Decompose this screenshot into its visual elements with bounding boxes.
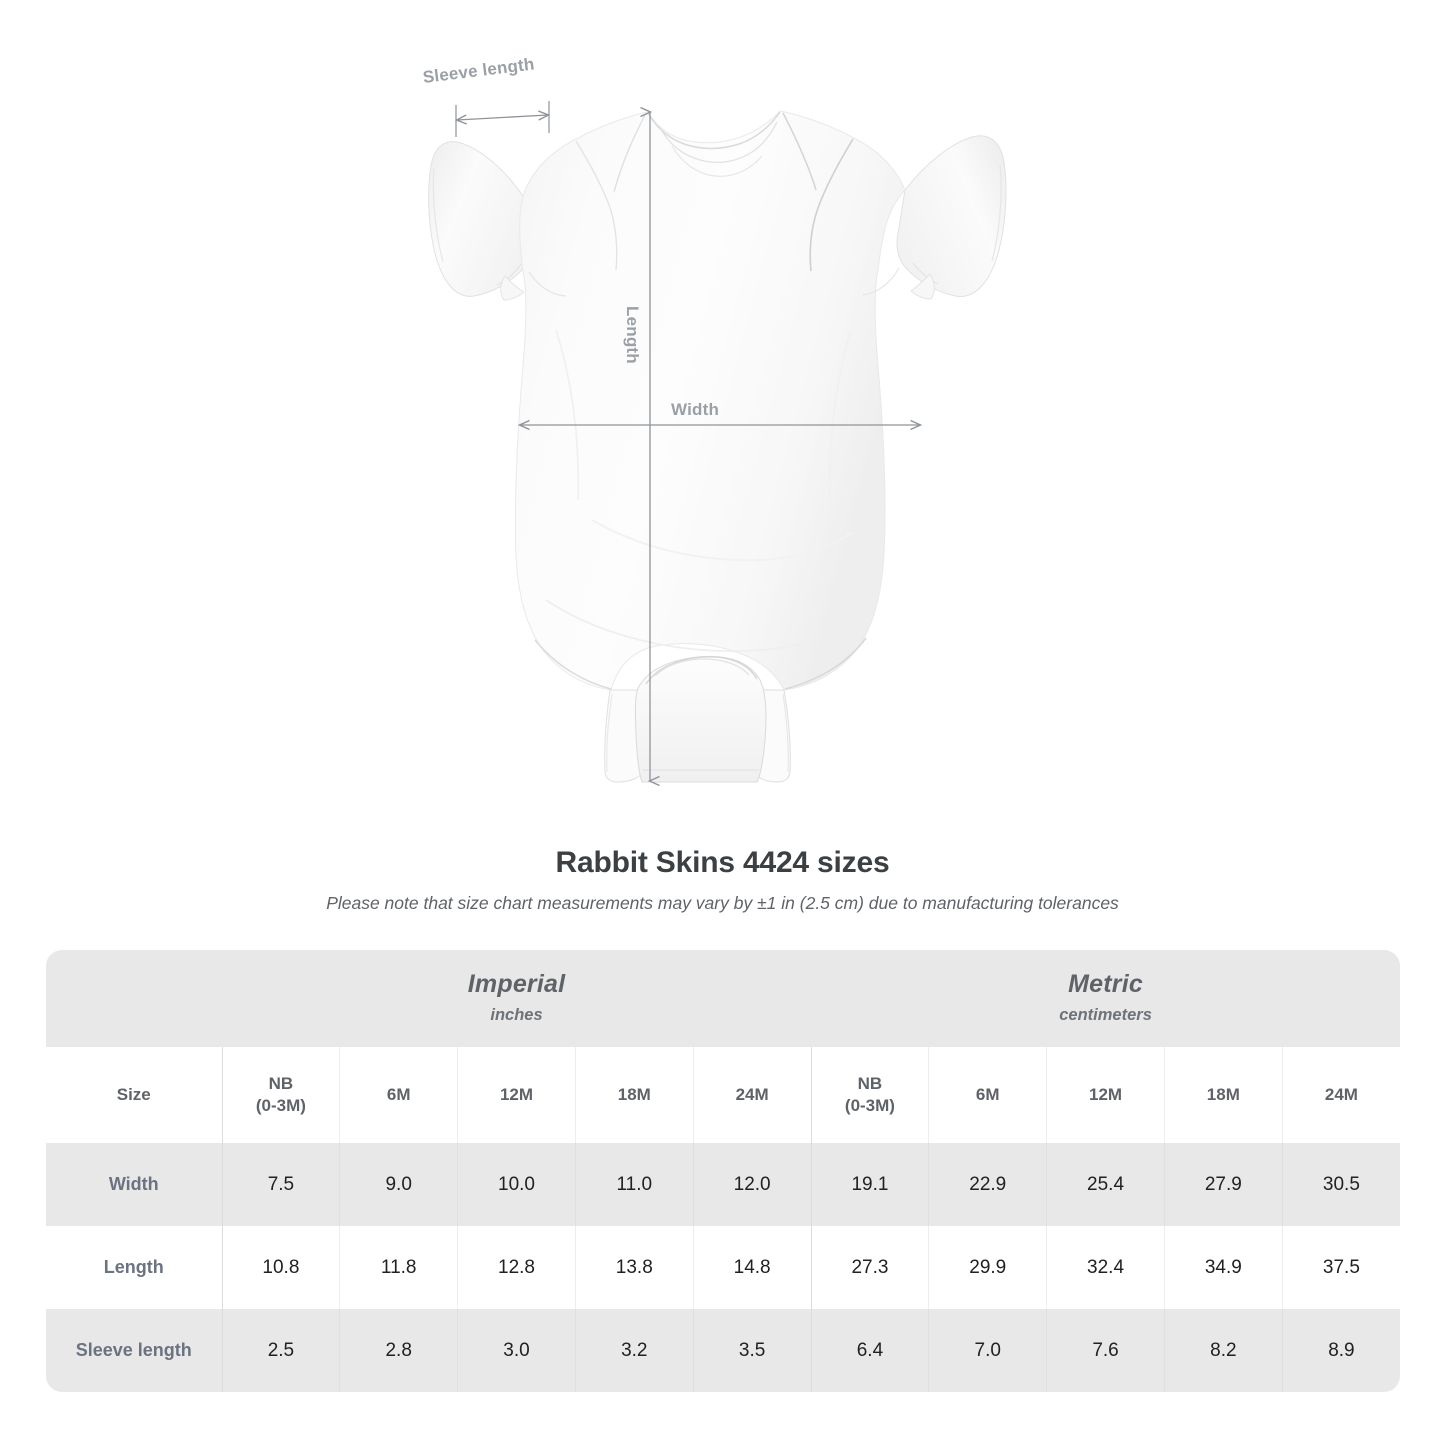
page-title: Rabbit Skins 4424 sizes: [555, 846, 890, 879]
cell-sleeve-3: 3.2: [574, 1309, 694, 1392]
cell-sleeve-5: 6.4: [810, 1309, 929, 1392]
size-chart-table: Imperial inches Metric centimeters Size …: [46, 950, 1400, 1392]
cell-length-0: 10.8: [221, 1226, 340, 1309]
size-header-label: Size: [46, 1047, 222, 1143]
cell-length-8: 34.9: [1163, 1226, 1283, 1309]
cell-sleeve-2: 3.0: [457, 1309, 576, 1392]
size-header-col-2: 12M: [457, 1047, 576, 1143]
cell-width-1: 9.0: [339, 1143, 458, 1226]
size-header-col-9: 24M: [1281, 1047, 1400, 1143]
size-header-col-7-line1: 12M: [1089, 1085, 1123, 1104]
bodysuit-body: [514, 110, 906, 783]
size-header-col-1: 6M: [339, 1047, 458, 1143]
cell-length-3: 13.8: [574, 1226, 694, 1309]
cell-width-9: 30.5: [1281, 1143, 1400, 1226]
cell-sleeve-9: 8.9: [1281, 1309, 1400, 1392]
size-header-col-8-line1: 18M: [1206, 1085, 1240, 1104]
unit-group-spacer: [46, 950, 222, 1047]
table-row: Width 7.5 9.0 10.0 11.0 12.0 19.1 22.9 2…: [46, 1143, 1400, 1226]
unit-group-imperial-name: Imperial: [467, 970, 566, 998]
size-header-col-6: 6M: [928, 1047, 1047, 1143]
table-row: Length 10.8 11.8 12.8 13.8 14.8 27.3 29.…: [46, 1226, 1400, 1309]
size-header-col-8: 18M: [1163, 1047, 1283, 1143]
row-label-width: Width: [46, 1143, 222, 1226]
unit-group-imperial: Imperial inches: [222, 950, 812, 1047]
garment-illustration: Sleeve length Length Width: [422, 54, 1007, 830]
cell-length-1: 11.8: [339, 1226, 458, 1309]
cell-width-7: 25.4: [1046, 1143, 1165, 1226]
size-header-col-3-line1: 18M: [617, 1085, 651, 1104]
cell-length-6: 29.9: [928, 1226, 1047, 1309]
cell-length-7: 32.4: [1046, 1226, 1165, 1309]
size-header-col-0-line1: NB: [268, 1074, 294, 1093]
title-block: Rabbit Skins 4424 sizes Please note that…: [0, 846, 1445, 914]
size-header-row: Size NB (0-3M) 6M 12M 18M 24: [46, 1047, 1400, 1143]
tolerance-note: Please note that size chart measurements…: [326, 893, 1119, 913]
length-annotation-label: Length: [623, 306, 642, 364]
cell-length-5: 27.3: [810, 1226, 929, 1309]
size-header-col-6-line1: 6M: [975, 1085, 1000, 1104]
size-header-col-7: 12M: [1046, 1047, 1165, 1143]
cell-width-8: 27.9: [1163, 1143, 1283, 1226]
unit-group-metric-sub: centimeters: [1059, 1006, 1152, 1024]
table-row: Sleeve length 2.5 2.8 3.0 3.2 3.5 6.4 7.…: [46, 1309, 1400, 1392]
size-header-col-2-line1: 12M: [499, 1085, 534, 1104]
left-sleeve: [428, 141, 533, 301]
row-label-length: Length: [46, 1226, 222, 1309]
size-header-col-5: NB (0-3M): [810, 1047, 929, 1143]
sleeve-length-dimension: [456, 101, 549, 137]
cell-sleeve-4: 3.5: [692, 1309, 812, 1392]
size-header-col-0-line2: (0-3M): [255, 1096, 306, 1115]
cell-length-9: 37.5: [1281, 1226, 1400, 1309]
unit-group-metric-name: Metric: [1068, 970, 1143, 998]
size-header-col-5-line2: (0-3M): [844, 1096, 895, 1115]
size-header-col-4: 24M: [692, 1047, 812, 1143]
size-header-col-1-line1: 6M: [386, 1085, 411, 1104]
size-header-col-3: 18M: [574, 1047, 694, 1143]
size-header-col-0: NB (0-3M): [221, 1047, 340, 1143]
size-header-col-5-line1: NB: [857, 1074, 883, 1093]
garment-svg: [428, 101, 1007, 830]
cell-width-6: 22.9: [928, 1143, 1047, 1226]
cell-width-4: 12.0: [692, 1143, 812, 1226]
row-label-sleeve-length: Sleeve length: [46, 1309, 222, 1392]
size-chart-table-container: Imperial inches Metric centimeters Size …: [46, 950, 1400, 1392]
cell-width-3: 11.0: [574, 1143, 694, 1226]
width-annotation-label: Width: [671, 400, 720, 419]
cell-sleeve-6: 7.0: [928, 1309, 1047, 1392]
cell-width-5: 19.1: [810, 1143, 929, 1226]
cell-width-2: 10.0: [457, 1143, 576, 1226]
unit-group-imperial-sub: inches: [490, 1006, 543, 1024]
right-sleeve: [896, 135, 1007, 300]
cell-sleeve-7: 7.6: [1046, 1309, 1165, 1392]
unit-group-header-row: Imperial inches Metric centimeters: [46, 950, 1400, 1047]
cell-sleeve-1: 2.8: [339, 1309, 458, 1392]
cell-sleeve-8: 8.2: [1163, 1309, 1283, 1392]
unit-group-metric: Metric centimeters: [811, 950, 1400, 1047]
size-header-col-4-line1: 24M: [735, 1085, 769, 1104]
cell-length-4: 14.8: [692, 1226, 812, 1309]
cell-length-2: 12.8: [457, 1226, 576, 1309]
cell-sleeve-0: 2.5: [221, 1309, 340, 1392]
cell-width-0: 7.5: [221, 1143, 340, 1226]
size-header-col-9-line1: 24M: [1324, 1085, 1358, 1104]
